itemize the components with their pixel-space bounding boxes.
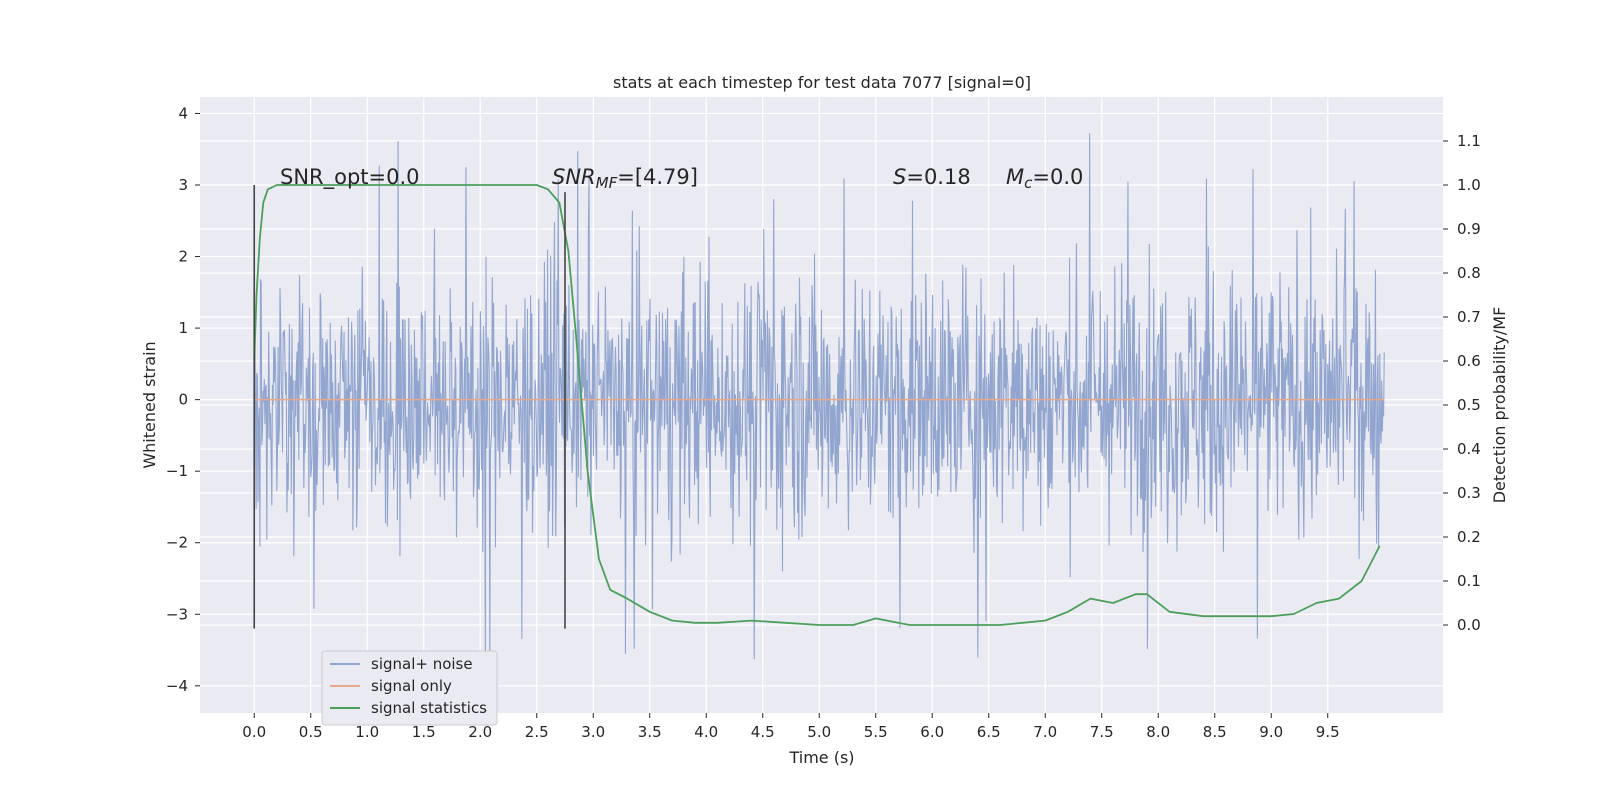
x-tick-label: 6.5 xyxy=(977,723,1001,741)
annotation-snr-mf: SNRMF=[4.79] xyxy=(552,165,698,192)
y-left-tick-label: 0 xyxy=(178,391,188,409)
y-right-tick-label: 0.6 xyxy=(1457,352,1481,370)
annotation-s-italic: S xyxy=(893,165,906,189)
x-tick-label: 8.0 xyxy=(1146,723,1170,741)
annotation-snr-mf-italic: SNR xyxy=(552,165,596,189)
y-right-tick-label: 1.1 xyxy=(1457,132,1481,150)
y-right-tick-label: 1.0 xyxy=(1457,176,1481,194)
x-tick-label: 1.0 xyxy=(355,723,379,741)
y-right-tick-label: 0.7 xyxy=(1457,308,1481,326)
annotation-mc-subscript: c xyxy=(1024,174,1033,192)
signal-noise-series xyxy=(253,133,1385,669)
annotation-mc-italic: M xyxy=(1006,165,1024,189)
x-tick-label: 7.5 xyxy=(1090,723,1114,741)
signal-statistics-line xyxy=(253,184,1381,626)
annotation-snr-mf-value: =[4.79] xyxy=(617,165,698,189)
x-tick-label: 2.0 xyxy=(468,723,492,741)
annotation-snr-mf-subscript: MF xyxy=(596,174,618,192)
y-axis-label-left: Whitened strain xyxy=(140,341,159,468)
x-tick-label: 9.0 xyxy=(1259,723,1283,741)
x-tick-label: 3.0 xyxy=(581,723,605,741)
annotation-snr-opt: SNR_opt=0.0 xyxy=(280,165,420,190)
annotation-s-value: =0.18 xyxy=(906,165,970,189)
x-tick-label: 4.5 xyxy=(751,723,775,741)
x-tick-label: 2.5 xyxy=(525,723,549,741)
annotation-s: S=0.18 xyxy=(893,165,971,189)
legend-label-signal-noise: signal+ noise xyxy=(371,655,473,673)
y-left-tick-label: −4 xyxy=(166,677,188,695)
y-right-tick-label: 0.1 xyxy=(1457,572,1481,590)
y-left-tick-label: 3 xyxy=(178,176,188,194)
y-left-tick-label: 1 xyxy=(178,319,188,337)
x-axis-label: Time (s) xyxy=(788,748,854,767)
x-tick-label: 6.0 xyxy=(920,723,944,741)
y-left-tick-label: 2 xyxy=(178,248,188,266)
series-layer xyxy=(253,184,1385,626)
legend: signal+ noise signal only signal statist… xyxy=(321,650,498,726)
y-left-tick-label: −3 xyxy=(166,605,188,623)
x-tick-label: 0.5 xyxy=(299,723,323,741)
y-right-tick-label: 0.9 xyxy=(1457,220,1481,238)
x-tick-label: 9.5 xyxy=(1316,723,1340,741)
y-right-tick-label: 0.3 xyxy=(1457,484,1481,502)
x-tick-label: 0.0 xyxy=(242,723,266,741)
x-tick-label: 1.5 xyxy=(412,723,436,741)
annotation-mc-value: =0.0 xyxy=(1032,165,1083,189)
vertical-markers xyxy=(253,185,566,629)
x-tick-label: 3.5 xyxy=(638,723,662,741)
legend-label-signal-statistics: signal statistics xyxy=(371,699,487,717)
y-right-tick-label: 0.0 xyxy=(1457,616,1481,634)
ticks: 0.0 0.5 1.0 1.5 2.0 2.5 3.0 3.5 4.0 4.5 5.0 5.5 6.0 6… xyxy=(166,104,1481,741)
y-right-tick-label: 0.2 xyxy=(1457,528,1481,546)
annotation-mc: Mc=0.0 xyxy=(1006,165,1083,192)
legend-box xyxy=(321,650,498,726)
legend-label-signal-only: signal only xyxy=(371,677,452,695)
chart-title: stats at each timestep for test data 707… xyxy=(613,73,1031,92)
y-left-tick-label: −2 xyxy=(166,534,188,552)
x-tick-label: 8.5 xyxy=(1203,723,1227,741)
x-tick-label: 5.5 xyxy=(864,723,888,741)
x-tick-label: 7.0 xyxy=(1033,723,1057,741)
x-tick-label: 5.0 xyxy=(807,723,831,741)
y-right-tick-label: 0.4 xyxy=(1457,440,1481,458)
y-axis-label-right: Detection probability/MF xyxy=(1490,307,1509,504)
y-right-tick-label: 0.5 xyxy=(1457,396,1481,414)
x-tick-label: 4.0 xyxy=(694,723,718,741)
y-left-tick-label: −1 xyxy=(166,462,188,480)
y-left-tick-label: 4 xyxy=(178,104,188,122)
signal-noise-line xyxy=(253,133,1385,669)
y-right-tick-label: 0.8 xyxy=(1457,264,1481,282)
